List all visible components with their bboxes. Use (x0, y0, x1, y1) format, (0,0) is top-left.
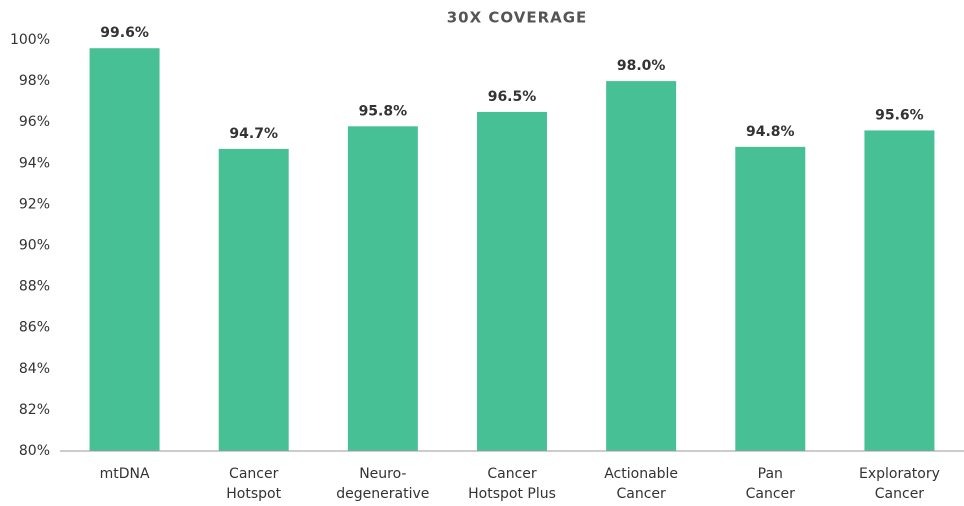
data-label: 96.5% (488, 89, 537, 105)
y-tick-label: 84% (19, 361, 50, 377)
data-label: 98.0% (617, 58, 666, 74)
y-tick-label: 94% (19, 155, 50, 171)
x-tick-label: mtDNA (99, 466, 150, 482)
bar (477, 111, 547, 452)
bar (864, 130, 935, 452)
bar (735, 146, 806, 452)
y-tick-label: 86% (19, 320, 50, 336)
y-tick-label: 88% (19, 279, 50, 295)
data-label: 94.8% (746, 124, 795, 140)
y-tick-label: 82% (19, 402, 50, 418)
bar (347, 126, 418, 451)
data-label: 99.6% (100, 25, 149, 41)
x-tick-label: Exploratory Cancer (858, 466, 940, 502)
data-label: 95.8% (359, 103, 408, 119)
x-tick-label: Actionable Cancer (604, 466, 679, 502)
chart-title: 30X COVERAGE (447, 9, 588, 27)
y-tick-label: 100% (10, 32, 50, 48)
x-tick-label: Neuro- degenerative (336, 466, 430, 502)
y-tick-label: 80% (19, 443, 50, 459)
y-tick-label: 90% (19, 238, 50, 254)
bar (89, 48, 160, 451)
x-tick-label: Cancer Hotspot (226, 466, 282, 502)
data-label: 94.7% (229, 126, 278, 142)
bar (218, 148, 289, 452)
y-tick-label: 92% (19, 196, 50, 212)
x-tick-label: Pan Cancer (745, 466, 795, 502)
data-label: 95.6% (875, 107, 924, 123)
x-tick-label: Cancer Hotspot Plus (468, 466, 556, 502)
y-tick-label: 98% (19, 73, 50, 89)
bar (606, 81, 677, 451)
y-tick-label: 96% (19, 114, 50, 130)
